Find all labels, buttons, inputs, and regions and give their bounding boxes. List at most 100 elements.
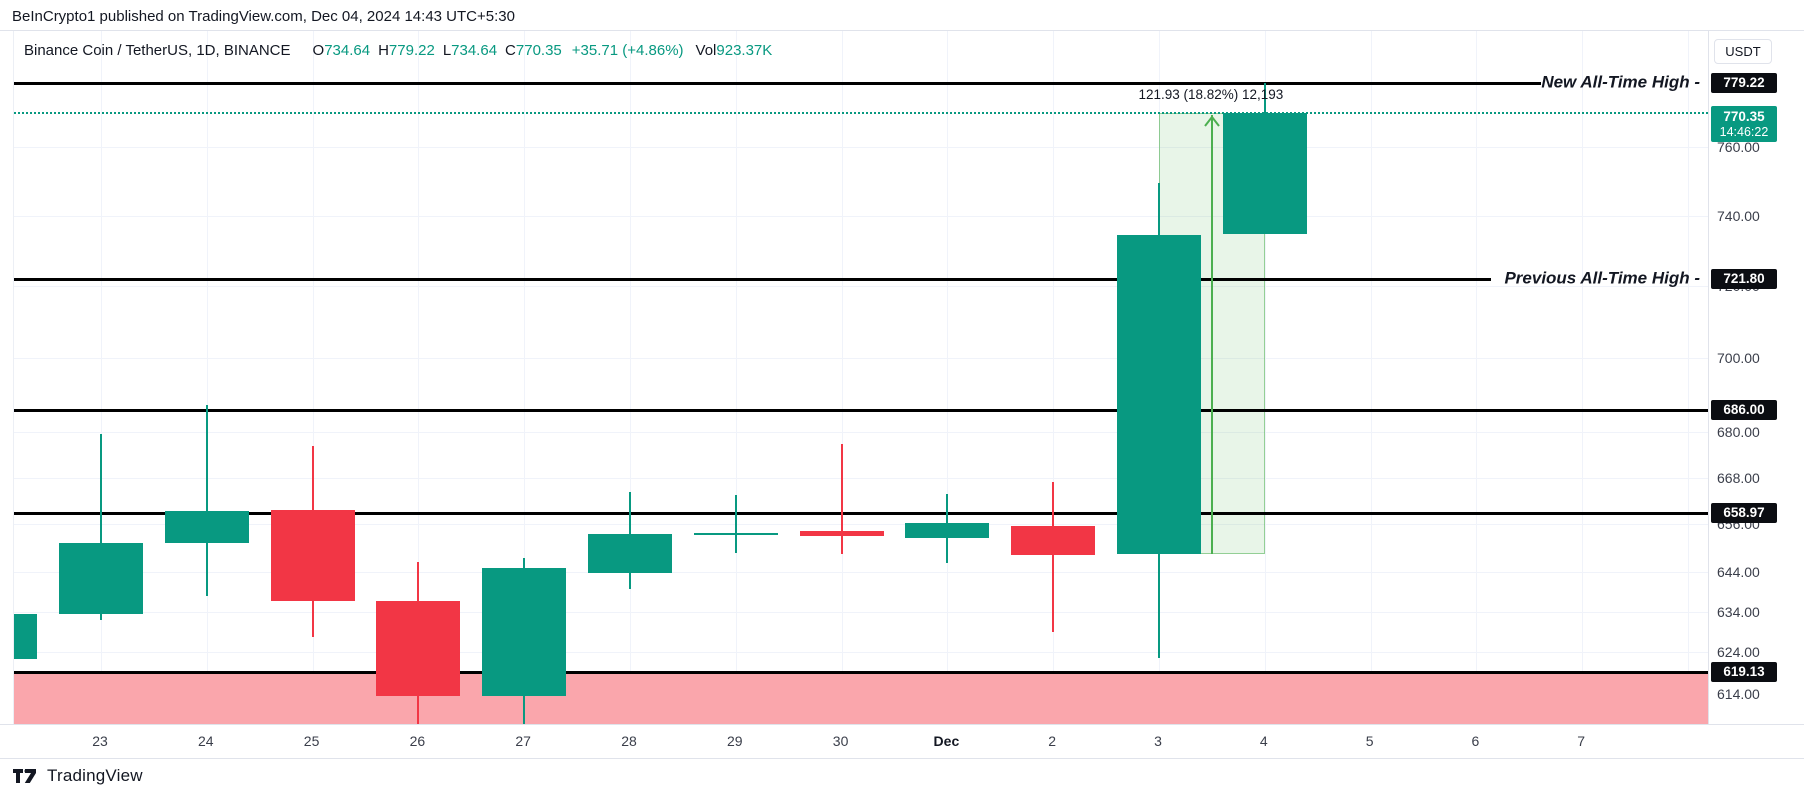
time-axis[interactable]: 23 24 25 26 27 28 29 30 Dec 2 3 4 5 6 7	[0, 724, 1804, 759]
chart-plot-area[interactable]	[13, 31, 1708, 724]
candle-wick-down	[1052, 481, 1055, 633]
price-range-arrow-line	[1210, 114, 1213, 555]
attribution-header: BeInCrypto1 published on TradingView.com…	[12, 8, 515, 25]
gridline-vertical	[1582, 31, 1584, 724]
gridline-horizontal	[14, 611, 1708, 613]
open-label: O	[312, 42, 325, 59]
gridline-horizontal	[14, 477, 1708, 479]
level-line[interactable]	[14, 408, 1708, 412]
gridline-vertical	[101, 31, 102, 724]
price-axis-label: 624.00	[1717, 644, 1760, 661]
candle-down	[376, 600, 461, 696]
level-line[interactable]	[14, 278, 1491, 282]
candle-up	[482, 568, 567, 696]
close-value: 770.35	[515, 42, 562, 59]
time-axis-label: 27	[515, 733, 531, 749]
symbol-title[interactable]: Binance Coin / TetherUS, 1D, BINANCE	[24, 42, 291, 59]
candle-up	[693, 532, 778, 536]
time-axis-label: 2	[1048, 733, 1057, 749]
gridline-horizontal	[14, 215, 1708, 217]
time-axis-label: 28	[621, 733, 637, 749]
price-range-measure-label[interactable]: 121.93 (18.82%) 12,193	[1138, 86, 1284, 102]
level-line[interactable]	[14, 671, 1708, 675]
new-ath-annotation[interactable]: New All-Time High -	[1541, 72, 1700, 92]
gridline-horizontal	[14, 432, 1708, 434]
candle-up	[14, 613, 38, 659]
gridline-vertical	[1688, 31, 1689, 724]
gridline-vertical	[524, 31, 526, 724]
price-axis[interactable]: USDT 760.00740.00720.00700.00680.00668.0…	[1708, 31, 1804, 759]
time-axis-label: 30	[832, 733, 849, 749]
gridline-vertical	[312, 31, 314, 724]
level-price-tag[interactable]: 658.97	[1711, 502, 1777, 523]
time-axis-label: Dec	[933, 733, 960, 749]
candle-down	[799, 531, 884, 537]
gridline-horizontal	[14, 285, 1708, 287]
candle-wick-up	[205, 405, 208, 596]
level-price-tag[interactable]: 619.13	[1711, 662, 1777, 683]
candle-down	[270, 510, 355, 601]
tradingview-logo-text[interactable]: TradingView	[47, 766, 143, 785]
gridline-vertical	[418, 31, 420, 724]
candle-up	[1117, 234, 1201, 555]
close-label: C	[505, 42, 516, 59]
price-axis-label: 680.00	[1717, 424, 1760, 441]
price-axis-label: 700.00	[1717, 349, 1760, 366]
candle-wick-up	[734, 494, 737, 553]
gridline-horizontal	[14, 357, 1708, 359]
gridline-vertical	[1370, 31, 1372, 724]
gridline-horizontal	[14, 571, 1708, 573]
footer: TradingView	[13, 766, 143, 786]
candle-up	[1222, 112, 1307, 235]
gridline-vertical	[630, 31, 631, 724]
gridline-horizontal	[14, 147, 1708, 149]
chart-frame: Binance Coin / TetherUS, 1D, BINANCE O734…	[0, 30, 1804, 759]
time-axis-label: 4	[1259, 733, 1268, 749]
time-axis-label: 7	[1577, 733, 1586, 749]
time-axis-label: 26	[409, 733, 426, 749]
candle-up	[905, 523, 990, 538]
price-axis-label: 740.00	[1717, 207, 1760, 224]
level-line[interactable]	[14, 82, 1541, 86]
current-price-value: 770.35	[1723, 108, 1765, 124]
candle-up	[588, 534, 672, 573]
level-price-tag[interactable]: 721.80	[1711, 269, 1777, 290]
price-axis-label: 668.00	[1717, 469, 1760, 486]
gridline-vertical	[1264, 31, 1266, 724]
time-axis-label: 23	[92, 733, 108, 749]
price-axis-label: 644.00	[1717, 563, 1760, 580]
currency-toggle-button[interactable]: USDT	[1714, 39, 1772, 64]
time-axis-label: 5	[1365, 733, 1374, 749]
time-axis-label: 24	[198, 733, 214, 749]
gridline-vertical	[1476, 31, 1478, 724]
bar-close-countdown: 14:46:22	[1719, 124, 1769, 139]
volume-value: 923.37K	[716, 42, 773, 59]
gridline-vertical	[206, 31, 208, 724]
gridline-horizontal	[14, 524, 1708, 526]
current-price-line	[14, 111, 1708, 114]
candle-wick-up	[100, 434, 102, 621]
price-range-arrow-head	[1204, 114, 1220, 132]
tradingview-logo-icon[interactable]	[13, 768, 39, 785]
price-axis-label: 760.00	[1717, 139, 1760, 156]
low-value: 734.64	[451, 42, 498, 59]
level-price-tag[interactable]: 686.00	[1711, 399, 1777, 420]
gridline-horizontal	[14, 652, 1708, 654]
open-value: 734.64	[324, 42, 371, 59]
current-price-tag[interactable]: 770.35 14:46:22	[1711, 105, 1777, 142]
gridline-vertical	[841, 31, 843, 724]
change-value: +35.71 (+4.86%)	[571, 42, 684, 59]
support-band[interactable]	[14, 672, 1708, 724]
time-axis-label: 6	[1471, 733, 1480, 749]
high-value: 779.22	[388, 42, 435, 59]
time-axis-label: 25	[303, 733, 320, 749]
time-axis-label: 3	[1154, 733, 1162, 749]
candle-down	[1011, 526, 1096, 555]
low-label: L	[442, 42, 452, 59]
gridline-vertical	[947, 31, 949, 724]
level-price-tag[interactable]: 779.22	[1711, 73, 1777, 94]
high-label: H	[378, 42, 389, 59]
prev-ath-annotation[interactable]: Previous All-Time High -	[1504, 269, 1700, 289]
level-line[interactable]	[14, 511, 1708, 515]
